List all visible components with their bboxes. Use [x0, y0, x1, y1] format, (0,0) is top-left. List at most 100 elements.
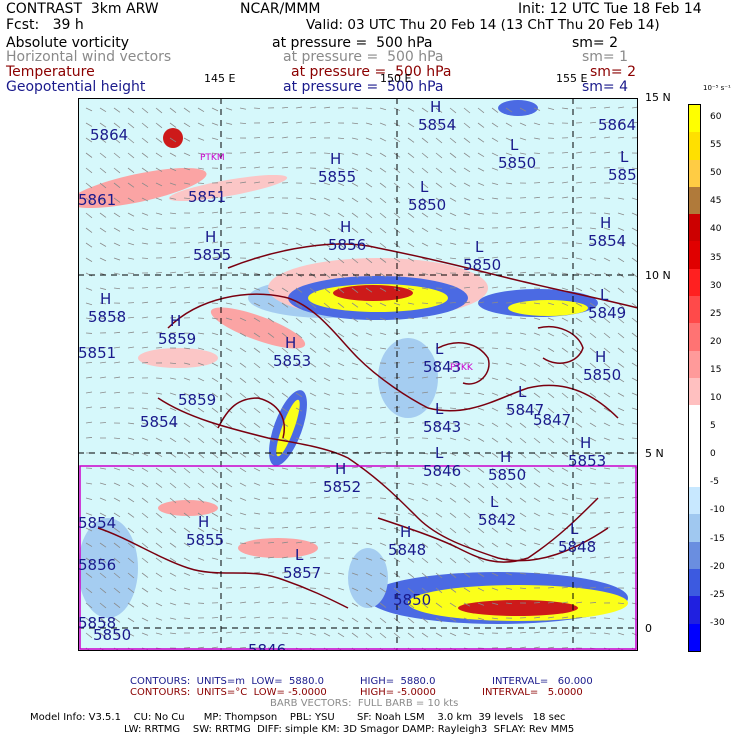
wind-barb: [225, 377, 233, 383]
wind-barb: [211, 497, 219, 503]
wind-barb: [463, 152, 471, 158]
wind-barb: [393, 512, 401, 516]
wind-barb: [99, 557, 107, 563]
wind-barb: [379, 107, 387, 111]
wind-barb: [127, 242, 135, 246]
wind-barb: [421, 197, 429, 203]
wind-barb: [113, 227, 121, 232]
wind-barb: [603, 121, 611, 124]
wind-barb: [505, 377, 513, 381]
wind-barb: [589, 541, 597, 544]
wind-barb: [533, 602, 541, 604]
wind-barb: [421, 152, 429, 159]
wind-barb: [491, 512, 499, 519]
station-ptkk: PTKK: [450, 363, 474, 373]
wind-barb: [183, 271, 191, 274]
field-2-smoothing: sm= 1: [582, 49, 629, 65]
wind-barb: [351, 182, 359, 187]
wind-barb: [225, 241, 233, 244]
colorbar-cell: [689, 514, 700, 542]
wind-barb: [407, 391, 415, 394]
wind-barb: [113, 587, 121, 594]
wind-barb: [295, 362, 303, 368]
wind-barb: [239, 196, 247, 199]
wind-barb: [323, 526, 331, 529]
wind-barb: [561, 422, 569, 429]
colorbar-cell: [689, 405, 700, 433]
wind-barb: [603, 407, 611, 412]
height-contour-info: CONTOURS: UNITS=m LOW= 5880.0: [130, 676, 325, 687]
wind-barb: [113, 437, 121, 440]
wind-barb: [127, 182, 135, 188]
wind-barb: [617, 437, 625, 440]
wind-barb: [99, 617, 107, 624]
init-time: Init: 12 UTC Tue 18 Feb 14: [518, 1, 702, 17]
wind-barb: [169, 542, 177, 548]
wind-barb: [155, 167, 163, 172]
wind-barb: [183, 347, 191, 350]
wind-barb: [617, 392, 625, 397]
wind-barb: [85, 302, 93, 306]
wind-barb: [435, 182, 443, 188]
wind-barb: [267, 467, 275, 471]
wind-barb: [519, 587, 527, 590]
wind-barb: [575, 257, 583, 260]
wind-barb: [141, 362, 149, 364]
geopotential-height-label: 5848: [388, 541, 426, 559]
wind-barb: [309, 227, 317, 232]
wind-barb: [323, 272, 331, 279]
wind-barb: [239, 272, 247, 275]
wind-barb: [407, 361, 415, 364]
geopotential-height-label: 5854: [78, 514, 116, 532]
wind-barb: [295, 242, 303, 247]
wind-barb: [281, 437, 289, 442]
wind-barb: [267, 586, 275, 589]
wind-barb: [575, 302, 583, 307]
wind-barb: [505, 122, 513, 127]
wind-barb: [435, 482, 443, 487]
wind-barb: [155, 377, 163, 379]
wind-barb: [141, 197, 149, 202]
wind-barb: [169, 377, 177, 380]
wind-barb: [337, 272, 345, 279]
wind-barb: [351, 167, 359, 172]
wind-barb: [211, 197, 219, 199]
wind-barb: [85, 497, 93, 501]
wind-barb: [113, 361, 121, 364]
wind-barb: [85, 242, 93, 248]
wind-barb: [225, 422, 233, 429]
wind-barb: [183, 422, 191, 428]
wind-barb: [281, 377, 289, 384]
wind-barb: [351, 317, 359, 323]
wind-barb: [547, 452, 555, 458]
wind-barb: [309, 602, 317, 605]
wind-barb: [533, 196, 541, 199]
wind-barb: [239, 302, 247, 306]
wind-barb: [141, 122, 149, 129]
wind-barb: [309, 392, 317, 397]
wind-barb: [393, 391, 401, 394]
wind-barb: [547, 362, 555, 368]
wind-barb: [589, 467, 597, 471]
wind-barb: [491, 497, 499, 504]
wind-barb: [309, 317, 317, 324]
wind-barb: [533, 137, 541, 140]
high-marker: H: [580, 434, 591, 452]
wind-barb: [253, 616, 261, 619]
wind-barb: [323, 407, 331, 410]
wind-barb: [211, 616, 219, 619]
wind-barb: [491, 122, 499, 128]
wind-barb: [225, 302, 233, 305]
wind-barb: [575, 556, 583, 559]
wind-barb: [309, 617, 317, 621]
wind-barb: [435, 122, 443, 129]
wind-barb: [351, 542, 359, 545]
wind-barb: [477, 392, 485, 395]
wind-barb: [589, 136, 597, 139]
wind-barb: [449, 361, 457, 364]
wind-barb: [169, 392, 177, 396]
wind-barb: [141, 152, 149, 158]
wind-barb: [393, 587, 401, 593]
wind-barb: [449, 422, 457, 425]
wind-barb: [99, 347, 107, 349]
